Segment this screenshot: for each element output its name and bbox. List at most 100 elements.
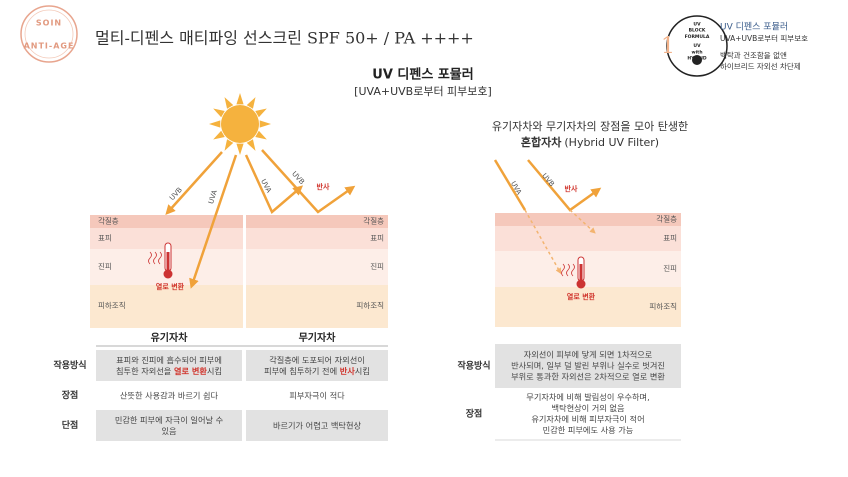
label: HYBRID	[687, 56, 707, 62]
label: UVA	[207, 189, 219, 205]
label: 민감한 피부에도 사용 가능	[543, 425, 634, 435]
sun	[209, 93, 271, 155]
cell-bg	[495, 344, 681, 388]
label: (Hybrid UV Filter)	[564, 136, 659, 149]
label: 진피	[98, 261, 112, 271]
cell-segment: 산뜻한 사용감과 바르기 쉽다	[120, 390, 219, 400]
label: 하이브리드 자외선 차단제	[720, 61, 801, 71]
cell-segment: 피부자극이 적다	[289, 390, 345, 400]
label: 멀티-디펜스 매티파잉 선스크린 SPF 50+ / PA ++++	[95, 29, 474, 48]
label: 무기자차에 비해 발림성이 우수하며,	[526, 392, 649, 402]
label: 부위로 통과한 자외선은 2차적으로 열로 변환	[511, 372, 665, 382]
sun-ray	[255, 108, 267, 118]
label: 1	[661, 34, 675, 59]
cell-text: 피부에 침투하기 전에 반사시킴	[264, 366, 370, 376]
sun-ray	[213, 130, 225, 140]
label: UVB	[168, 186, 184, 202]
label: [UVA+UVB로부터 피부보호]	[354, 85, 492, 98]
cell-segment: 열로 변환	[174, 366, 207, 376]
cell-text: 바르기가 어렵고 백탁현상	[273, 420, 362, 430]
layer	[495, 287, 681, 327]
label: 표피	[98, 234, 112, 243]
label: 단점	[62, 419, 79, 431]
cell-text: 피부자극이 적다	[289, 390, 345, 400]
sun-ray	[259, 120, 271, 128]
sun-ray	[224, 97, 234, 109]
badge-emblem	[666, 15, 728, 77]
arrow	[493, 159, 527, 211]
cell-segment: 시킴	[207, 366, 222, 376]
sun-ray	[236, 143, 244, 155]
label: FORMULA	[685, 34, 710, 40]
label: 혼합자차	[521, 135, 562, 149]
cell-segment: 민감한 피부에 자극이 일어날 수	[115, 415, 224, 425]
label: ANTI-AGE	[24, 42, 75, 51]
sun-ray	[209, 120, 221, 128]
layer	[90, 215, 243, 228]
layer	[246, 285, 388, 328]
cell-segment: 반사	[340, 366, 356, 376]
label: UVB	[540, 172, 556, 189]
sun-ray	[224, 139, 234, 151]
label: 반사	[317, 182, 330, 191]
layer	[495, 226, 681, 251]
label: 백탁현상이 거의 없음	[552, 403, 625, 413]
label: 피하조직	[356, 300, 384, 310]
label: 피하조직	[649, 301, 677, 311]
layer	[246, 249, 388, 285]
label: 반사되며, 일부 덜 발린 부위나 실수로 벗겨진	[511, 361, 665, 371]
label: 표피	[370, 234, 384, 243]
sun-core	[221, 105, 259, 143]
label: 장점	[466, 408, 483, 420]
label: 각질층	[363, 216, 384, 226]
arrow	[244, 154, 304, 215]
arrow	[527, 159, 602, 212]
sun-ray	[246, 97, 256, 109]
arrow	[189, 154, 238, 289]
label: 열로 변환	[156, 282, 185, 291]
label: 유기자차	[151, 331, 189, 344]
label: 표피	[663, 234, 677, 243]
layer	[246, 228, 388, 249]
layer	[495, 213, 681, 226]
label: 피하조직	[98, 300, 126, 310]
label: UV	[693, 43, 701, 49]
label: 장점	[62, 389, 79, 401]
label: 열로 변환	[567, 292, 596, 301]
label: UV 디펜스 포뮬러	[720, 22, 788, 33]
label: UVA+UVB로부터 피부보호	[720, 34, 808, 43]
layer	[246, 215, 388, 228]
label: 작용방식	[53, 359, 86, 371]
cell-segment: 피부에 침투하기 전에	[264, 366, 340, 376]
label: UV	[693, 22, 701, 28]
cell-text: 침투한 자외선을 열로 변환시킴	[116, 366, 222, 376]
cell-bg	[96, 350, 242, 381]
badge-dot	[692, 55, 702, 65]
thermometer	[561, 256, 586, 289]
cell-segment: 침투한 자외선을	[116, 366, 174, 376]
label: 유기자차와 무기자차의 장점을 모아 탄생한	[492, 120, 688, 133]
label: SOIN	[36, 19, 62, 28]
cell-segment: 표피와 진피에 흡수되어 피부에	[116, 355, 222, 365]
logo-ring-inner	[24, 9, 74, 59]
layer	[90, 285, 243, 328]
cell-segment: 각질층에 도포되어 자외선이	[269, 355, 365, 365]
cell-bg	[96, 410, 242, 441]
label: 자외선이 피부에 닿게 되면 1차적으로	[524, 350, 653, 360]
sun-ray	[255, 130, 267, 140]
cell-segment: 바르기가 어렵고 백탁현상	[273, 420, 362, 430]
label: 혼합자차 (Hybrid UV Filter)	[521, 135, 659, 149]
label: 진피	[663, 263, 677, 273]
label: 각질층	[98, 216, 119, 226]
sun-ray	[236, 93, 244, 105]
cell-text: 각질층에 도포되어 자외선이	[269, 355, 365, 365]
label: UV 디펜스 포뮬러	[372, 67, 473, 83]
label: 작용방식	[457, 360, 490, 372]
cell-segment: 시킴	[355, 366, 370, 376]
label: 각질층	[656, 214, 677, 224]
cell-bg	[246, 410, 388, 441]
cell-text: 표피와 진피에 흡수되어 피부에	[116, 355, 222, 365]
logo-ring	[20, 5, 78, 63]
label: 진피	[370, 261, 384, 271]
